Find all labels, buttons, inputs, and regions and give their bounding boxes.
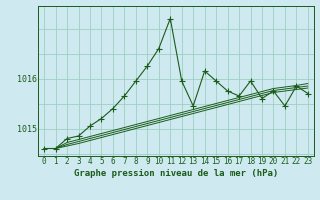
- X-axis label: Graphe pression niveau de la mer (hPa): Graphe pression niveau de la mer (hPa): [74, 169, 278, 178]
